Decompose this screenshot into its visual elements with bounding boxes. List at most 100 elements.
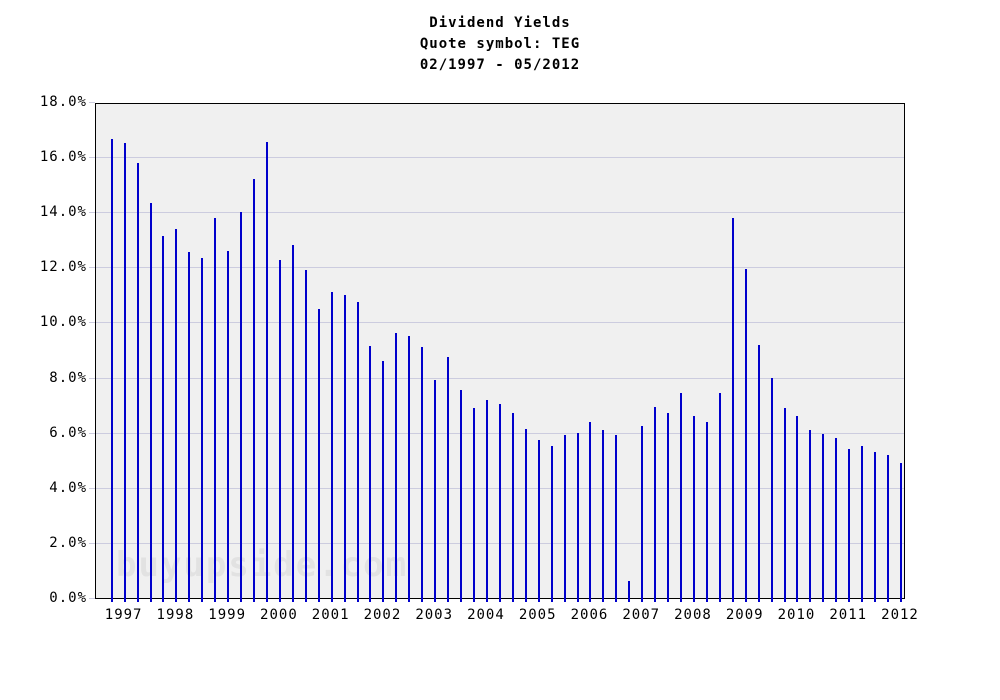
plot-area: buyupside.com (95, 103, 905, 602)
chart-header: Dividend Yields Quote symbol: TEG 02/199… (0, 13, 1000, 76)
x-axis-label: 1998 (156, 607, 195, 623)
x-axis-label: 2012 (881, 607, 919, 623)
bar (317, 308, 320, 602)
y-axis-label: 8.0% (49, 369, 87, 386)
bar (654, 406, 657, 602)
gridline (96, 267, 904, 269)
x-axis-label: 2011 (829, 607, 868, 623)
bar (356, 301, 359, 602)
bar (278, 260, 281, 602)
y-axis-label: 4.0% (49, 479, 87, 496)
bar (783, 407, 786, 602)
bar (485, 399, 488, 602)
x-axis-label: 2007 (622, 607, 661, 623)
bar (861, 446, 864, 602)
x-axis-label: 2003 (415, 607, 454, 623)
chart-subtitle-daterange: 02/1997 - 05/2012 (419, 57, 581, 73)
bar (265, 141, 268, 602)
bar (563, 435, 566, 602)
y-axis-label: 0.0% (49, 590, 87, 606)
x-axis-label: 2006 (570, 607, 609, 623)
bar (692, 416, 695, 602)
x-axis-label: 2009 (725, 607, 764, 623)
y-axis-tick (89, 267, 95, 269)
bar (744, 268, 747, 602)
y-axis-tick (89, 432, 95, 434)
x-axis-label: 2000 (260, 607, 298, 623)
bar (291, 245, 294, 602)
bar (615, 435, 618, 602)
x-axis-label: 2010 (777, 607, 816, 623)
bar (731, 217, 734, 602)
bar (227, 250, 230, 602)
bar (188, 252, 191, 602)
bar (718, 392, 721, 602)
bar (667, 413, 670, 602)
bar (395, 333, 398, 602)
y-axis-label: 18.0% (39, 94, 87, 110)
bar (304, 270, 307, 602)
bar (809, 429, 812, 602)
y-axis-label: 16.0% (39, 149, 87, 166)
bar (201, 257, 204, 602)
bar (874, 451, 877, 602)
bar (680, 392, 683, 602)
y-axis-label: 12.0% (39, 259, 87, 276)
y-axis-tick (89, 212, 95, 214)
bar (214, 217, 217, 602)
chart-subtitle-symbol: Quote symbol: TEG (419, 36, 581, 52)
bar (796, 416, 799, 602)
bar (602, 429, 605, 602)
y-axis-tick (89, 542, 95, 544)
bar (887, 454, 890, 602)
y-axis-tick (89, 157, 95, 159)
bar (460, 389, 463, 602)
bar (550, 446, 553, 602)
y-axis-label: 2.0% (49, 534, 87, 551)
bar (848, 449, 851, 602)
gridline (96, 377, 904, 379)
bar (382, 361, 385, 602)
bar (162, 235, 165, 602)
bar (175, 228, 178, 602)
gridline (96, 322, 904, 324)
x-axis-label: 2001 (311, 607, 350, 623)
y-axis-label: 6.0% (49, 424, 87, 441)
x-axis-label: 2004 (467, 607, 505, 623)
watermark: buyupside.com (116, 545, 409, 585)
bar (900, 462, 902, 602)
gridline (96, 157, 904, 159)
y-axis-tick (89, 102, 95, 103)
bar (511, 413, 514, 602)
x-axis-label: 1999 (208, 607, 246, 623)
bar (149, 202, 152, 602)
gridline (96, 212, 904, 214)
bar (369, 345, 372, 602)
y-axis-label: 10.0% (39, 314, 87, 331)
bar (240, 212, 243, 602)
bar (110, 139, 113, 602)
chart-title: Dividend Yields (429, 15, 571, 31)
y-axis-label: 14.0% (39, 204, 87, 221)
bar (576, 432, 579, 602)
bar (136, 162, 139, 602)
y-axis-tick (89, 487, 95, 489)
bar (343, 294, 346, 602)
x-axis-label: 2002 (363, 607, 402, 623)
bar (408, 336, 411, 602)
bar (434, 380, 437, 602)
bar (835, 438, 838, 602)
bar (473, 407, 475, 602)
x-axis-label: 1997 (104, 607, 143, 623)
y-axis-tick (89, 322, 95, 324)
bar (757, 344, 760, 602)
bar (589, 421, 592, 602)
bar (330, 292, 333, 602)
bar (537, 439, 540, 602)
y-axis-tick (89, 598, 95, 599)
bar (524, 428, 527, 602)
bar (770, 377, 773, 602)
bar (421, 347, 424, 602)
x-axis-label: 2005 (518, 607, 557, 623)
